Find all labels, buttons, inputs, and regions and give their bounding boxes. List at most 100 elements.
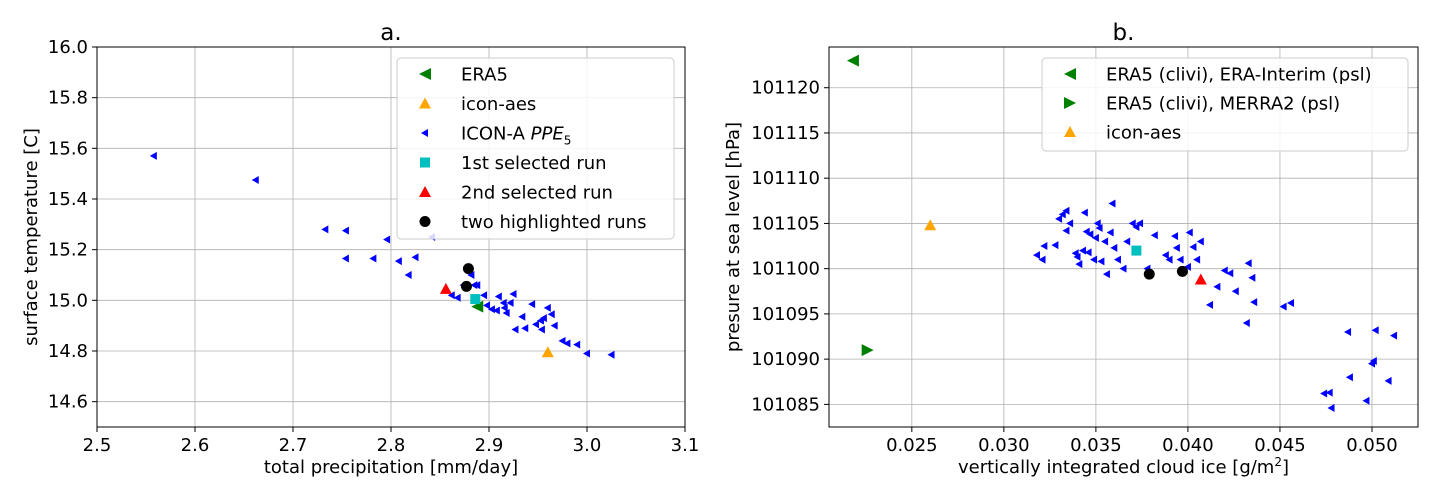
data-point [861,344,874,357]
data-point [1390,331,1398,340]
data-point [532,320,540,329]
data-point [1090,255,1098,264]
legend-label: 1st selected run [461,153,607,174]
data-point [1080,208,1088,217]
data-point [1150,231,1158,240]
x-axis-label: total precipitation [mm/day] [264,457,518,478]
data-point [547,310,555,319]
y-tick-label: 101120 [751,78,820,99]
data-point [453,293,461,302]
y-tick-label: 15.0 [48,290,88,311]
x-tick-label: 0.040 [1162,435,1214,456]
x-tick-label: 0.050 [1346,435,1398,456]
legend-label: icon-aes [1106,123,1181,144]
series-two-highlighted-runs [1143,265,1188,280]
y-axis-label: surface temperature [C] [21,128,42,346]
series-icon-a-ppe5 [1032,199,1398,412]
y-tick-label: 16.0 [48,37,88,58]
data-point [492,306,500,315]
data-point [509,290,517,298]
data-point [494,292,502,301]
legend-marker [419,97,431,109]
plot-area [828,46,1419,428]
x-tick-label: 3.1 [671,435,700,456]
data-point [341,226,349,235]
data-point [511,325,519,334]
data-point [1097,257,1105,266]
data-point [1183,262,1191,271]
data-point [1161,251,1169,260]
data-point [1084,248,1092,257]
data-point [1171,232,1179,241]
legend-label: ERA5 (clivi), MERRA2 (psl) [1106,94,1340,115]
x-tick-label: 2.8 [377,435,406,456]
data-point [1165,255,1173,264]
x-tick-label: 0.025 [886,435,938,456]
legend-label: ERA5 [461,65,508,86]
x-tick-label: 2.9 [475,435,504,456]
series-two-highlighted-runs [460,263,474,292]
data-point [1091,233,1099,242]
chart-panel-a: 2.5 2.6 2.7 2.8 2.9 3.0 3.1 14.6 14.8 15.0 15.2 15.… [21,20,699,478]
data-point [1128,219,1136,228]
data-point [470,294,481,305]
data-point [321,225,329,234]
data-point [1327,404,1335,412]
data-point [607,350,615,359]
y-tick-label: 15.4 [48,189,88,210]
x-tick-label: 0.045 [1254,435,1306,456]
y-tick-label: 14.8 [48,341,88,362]
data-point [500,303,508,312]
data-point [1325,388,1333,397]
data-point [1213,282,1221,291]
y-tick-label: 101110 [751,168,820,189]
data-point [1086,230,1094,239]
data-point [537,325,545,334]
data-point [1093,219,1101,228]
data-point [550,321,558,330]
y-tick-label: 101095 [751,304,820,325]
data-point [1038,255,1046,264]
data-point [447,291,455,300]
data-point [1032,251,1040,260]
series-1st-selected-run [470,294,481,305]
data-point [506,298,514,307]
data-point [1242,318,1250,327]
legend-box [396,57,675,240]
legend-marker [1064,97,1076,109]
data-point [383,235,391,244]
data-point [1119,264,1127,273]
legend-label: ERA5 (clivi), ERA-Interim (psl) [1106,65,1372,86]
x-tick-label: 2.6 [181,435,210,456]
data-point [1320,389,1328,398]
data-point [1220,266,1228,275]
data-point [846,54,859,67]
y-tick-label: 101085 [751,394,820,415]
data-point [473,281,481,290]
legend-label: ICON-A PPE5 [461,124,571,148]
legend-marker [419,216,431,227]
x-tick-label: 3.0 [573,435,602,456]
y-tick-label: 15.8 [48,88,88,109]
data-point [1176,255,1184,264]
data-point [1051,241,1059,250]
legend-marker [421,129,428,137]
data-point [1131,245,1142,256]
data-point [1248,273,1256,282]
data-point [1279,302,1287,311]
data-point [583,349,590,358]
data-point [149,151,157,160]
data-point [1110,243,1118,252]
data-point [521,324,529,333]
y-tick-label: 101115 [751,123,820,144]
chart-panel-b: 0.025 0.030 0.035 0.040 0.045 0.050 101085 1010… [723,20,1419,478]
series-2nd-selected-run [1194,273,1207,285]
data-point [1106,228,1114,237]
data-point [1055,214,1063,223]
data-point [251,176,259,184]
x-tick-label: 0.035 [1070,435,1122,456]
series-2nd-selected-run [439,282,452,294]
y-tick-label: 15.6 [48,138,88,159]
data-point [411,253,419,262]
